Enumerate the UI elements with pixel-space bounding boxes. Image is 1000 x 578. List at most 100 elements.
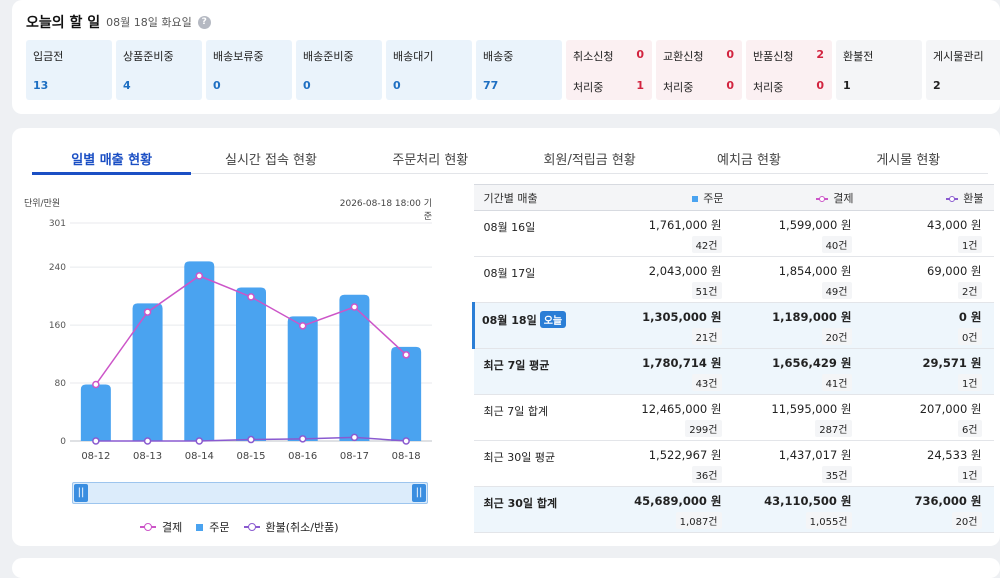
tab-1[interactable]: 실시간 접속 현황 xyxy=(224,153,317,168)
y-tick-label: 301 xyxy=(49,219,66,229)
help-icon[interactable]: ? xyxy=(197,15,211,29)
tab-4[interactable]: 예치금 현황 xyxy=(717,153,781,168)
claim-count[interactable]: 0 xyxy=(726,48,734,61)
claim-processing-label: 처리중 xyxy=(753,81,784,94)
table-cell-orders: 1,522,967 원 36건 xyxy=(603,440,734,487)
claim-processing-count[interactable]: 1 xyxy=(636,79,644,92)
todo-status-count[interactable]: 13 xyxy=(33,79,49,92)
tab-5[interactable]: 게시물 현황 xyxy=(876,153,941,168)
bar-orders xyxy=(236,287,266,441)
bar-orders xyxy=(184,261,215,441)
claim-count[interactable]: 2 xyxy=(816,48,824,61)
todo-status-count[interactable]: 0 xyxy=(303,79,311,92)
header-orders: 주문 xyxy=(603,184,734,211)
todo-status-count[interactable]: 77 xyxy=(483,79,499,92)
x-tick-label: 08-12 xyxy=(81,451,110,462)
table-cell-payment: 43,110,500 원 1,055건 xyxy=(733,486,864,533)
table-row: 08월 17일 2,043,000 원 51건 1,854,000 원 49건 69,00… xyxy=(473,256,994,303)
legend-item[interactable]: 주문 xyxy=(196,519,230,535)
table-cell-refund: 69,000 원 2건 xyxy=(863,256,994,303)
x-tick-label: 08-14 xyxy=(185,451,214,462)
todo-extra-count[interactable]: 1 xyxy=(843,79,851,92)
todo-extra-cell[interactable]: 환불전 1 xyxy=(836,40,922,100)
table-cell-refund: 24,533 원 1건 xyxy=(863,440,994,487)
tab-2[interactable]: 주문처리 현황 xyxy=(392,153,469,168)
daily-sales-chart: 0 80 160 240 301 08-12 08-13 08-14 08-15 08-16 08-… xyxy=(49,219,432,462)
todo-extra-cell[interactable]: 게시물관리 2 xyxy=(926,40,1000,100)
x-tick-label: 08-15 xyxy=(236,451,265,462)
todo-extra-label: 환불전 xyxy=(843,50,874,63)
orders-marker-icon xyxy=(692,195,699,202)
x-tick-label: 08-16 xyxy=(288,451,317,462)
todo-status-cell[interactable]: 배송보류중 0 xyxy=(206,40,292,100)
table-row-label: 08월 16일 xyxy=(473,210,604,257)
table-header-row: 기간별 매출 주문 결제 환불 xyxy=(473,184,994,211)
count-badge: 299건 xyxy=(685,420,722,437)
legend-line-icon xyxy=(140,523,156,531)
refund-marker-icon xyxy=(946,195,959,202)
claim-count[interactable]: 0 xyxy=(636,48,644,61)
tab-0[interactable]: 일별 매출 현황 xyxy=(32,146,192,175)
legend-label: 환불(취소/반품) xyxy=(265,521,339,534)
y-tick-label: 160 xyxy=(49,321,66,331)
sales-dashboard-card: 일별 매출 현황 실시간 접속 현황 주문처리 현황 회원/적립금 현황 예치금 현황 게… xyxy=(12,128,1000,546)
header-payment: 결제 xyxy=(733,184,864,211)
claim-label: 반품신청 xyxy=(753,50,794,63)
legend-line-icon xyxy=(243,523,260,531)
todo-status-cell[interactable]: 배송준비중 0 xyxy=(296,40,382,100)
y-tick-label: 240 xyxy=(49,263,66,273)
todo-status-cell[interactable]: 상품준비중 4 xyxy=(116,40,202,100)
claim-processing-count[interactable]: 0 xyxy=(816,79,824,92)
table-row-label: 08월 18일 오늘 xyxy=(472,302,604,349)
slider-left-handle[interactable]: || xyxy=(74,484,88,502)
x-tick-label: 08-17 xyxy=(340,451,369,462)
count-badge: 49건 xyxy=(821,282,852,299)
todo-status-cell[interactable]: 배송대기 0 xyxy=(386,40,472,100)
chart-legend: 결제 주문 환불(취소/반품) xyxy=(140,519,339,535)
header-period: 기간별 매출 xyxy=(473,184,604,211)
claim-processing-count[interactable]: 0 xyxy=(726,79,734,92)
count-badge: 20건 xyxy=(821,328,852,345)
legend-item[interactable]: 결제 xyxy=(140,519,182,535)
todo-title: 오늘의 할 일 xyxy=(26,15,101,31)
todo-status-cell[interactable]: 입금전 13 xyxy=(26,40,112,100)
x-tick-label: 08-18 xyxy=(392,451,421,462)
dashboard-tabs: 일별 매출 현황 실시간 접속 현황 주문처리 현황 회원/적립금 현황 예치금 현황 게… xyxy=(32,146,988,175)
todo-extra-count[interactable]: 2 xyxy=(933,79,941,92)
claim-label: 교환신청 xyxy=(663,50,704,63)
todo-status-label: 배송중 xyxy=(483,50,514,63)
count-badge: 20건 xyxy=(951,512,982,529)
table-row: 08월 16일 1,761,000 원 42건 1,599,000 원 40건 43,00… xyxy=(473,210,994,257)
tab-3[interactable]: 회원/적립금 현황 xyxy=(543,153,636,168)
todo-extra-label: 게시물관리 xyxy=(933,50,984,63)
count-badge: 2건 xyxy=(957,282,982,299)
todo-status-count[interactable]: 0 xyxy=(213,79,221,92)
chart-basis-label: 2026-08-18 18:00 기준 xyxy=(339,199,432,222)
table-cell-refund: 29,571 원 1건 xyxy=(863,348,994,395)
count-badge: 6건 xyxy=(957,420,982,437)
todo-claim-cell[interactable]: 반품신청 2 처리중 0 xyxy=(746,40,832,100)
claim-label: 취소신청 xyxy=(573,50,614,63)
legend-label: 결제 xyxy=(162,521,183,534)
table-row-label: 최근 30일 평균 xyxy=(473,440,604,487)
todo-status-row: 입금전 13 상품준비중 4 배송보류중 0 배송준비중 0 배송대기 0 배송중 77 취… xyxy=(26,40,1000,100)
legend-item[interactable]: 환불(취소/반품) xyxy=(243,519,339,535)
todo-status-cell[interactable]: 배송중 77 xyxy=(476,40,562,100)
todo-claim-cell[interactable]: 교환신청 0 처리중 0 xyxy=(656,40,742,100)
todo-status-count[interactable]: 4 xyxy=(123,79,131,92)
table-cell-payment: 1,437,017 원 35건 xyxy=(733,440,864,487)
count-badge: 36건 xyxy=(691,466,722,483)
bar-orders xyxy=(391,346,422,441)
table-cell-refund: 43,000 원 1건 xyxy=(863,210,994,257)
todo-status-label: 상품준비중 xyxy=(123,50,174,63)
x-tick-label: 08-13 xyxy=(133,451,162,462)
todo-status-count[interactable]: 0 xyxy=(393,79,401,92)
count-badge: 1건 xyxy=(957,374,982,391)
slider-right-handle[interactable]: || xyxy=(412,484,426,502)
count-badge: 42건 xyxy=(691,236,722,253)
todo-claim-cell[interactable]: 취소신청 0 처리중 1 xyxy=(566,40,652,100)
table-cell-orders: 1,780,714 원 43건 xyxy=(603,348,734,395)
legend-label: 주문 xyxy=(209,521,230,534)
chart-range-slider[interactable]: || || xyxy=(72,482,428,504)
